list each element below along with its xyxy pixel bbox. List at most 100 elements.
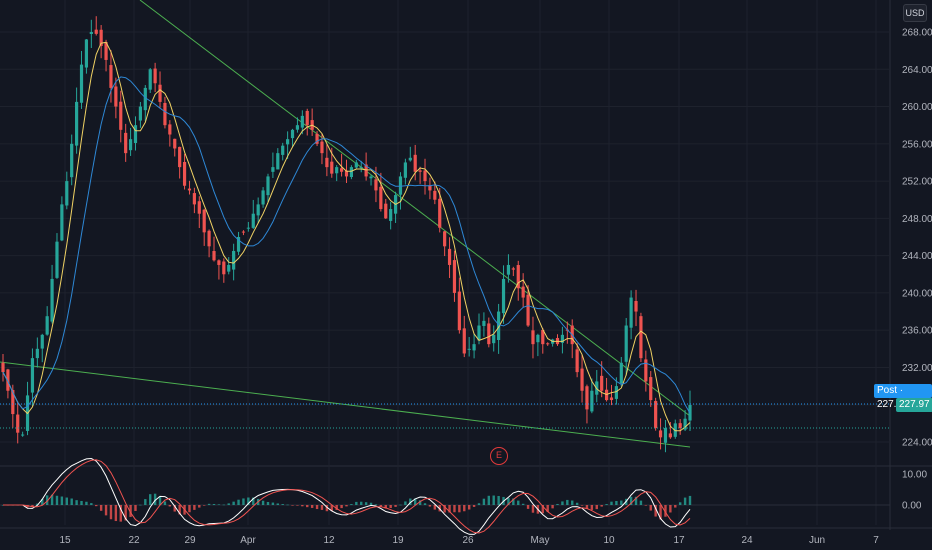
candle-body — [585, 386, 589, 410]
indicator-histogram-bar — [620, 500, 623, 505]
candle-body — [241, 231, 246, 233]
candle-body — [178, 146, 182, 168]
price-axis[interactable]: 268.00 264.00 260.00 256.00 252.00 248.00 244.… — [902, 28, 932, 512]
candle-body — [197, 201, 201, 214]
indicator-histogram-bar — [296, 505, 299, 506]
indicator-histogram-bar — [301, 505, 304, 507]
candle-body — [320, 141, 324, 154]
time-axis[interactable]: 15 22 29 Apr 12 19 26 May 10 17 24 Jun 7 — [59, 535, 879, 546]
candle-body — [482, 320, 486, 326]
indicator-histogram-bar — [634, 496, 638, 505]
candle-body — [227, 264, 231, 272]
indicator-histogram-bar — [600, 505, 603, 507]
candle-body — [447, 248, 452, 265]
indicator-histogram-bar — [193, 505, 196, 510]
indicator-histogram-bar — [487, 495, 491, 505]
candle-body — [423, 170, 427, 182]
indicator-histogram-bar — [659, 505, 662, 520]
indicator-histogram-bar — [556, 503, 559, 505]
candle-body — [232, 250, 236, 270]
candle-body — [192, 193, 196, 205]
indicator-histogram-bar — [266, 501, 270, 505]
indicator-histogram-bar — [590, 505, 594, 510]
indicator-histogram-bar — [512, 498, 515, 505]
candle-body — [501, 278, 506, 314]
indicator-histogram-bar — [306, 505, 309, 508]
indicator-histogram-bar — [261, 500, 265, 505]
indicator-histogram-bar — [315, 505, 319, 510]
candle-body — [663, 428, 668, 443]
indicator-histogram-bar — [497, 495, 500, 505]
candle-body — [94, 29, 98, 34]
candle-body — [222, 261, 226, 275]
y-tick-label: 268.00 — [902, 28, 932, 39]
indicator-histogram-bar — [232, 501, 235, 505]
indicator-histogram-bar — [340, 505, 343, 509]
candle-body — [413, 154, 417, 172]
candle-body — [173, 138, 177, 149]
candle-body — [428, 185, 432, 191]
indicator-histogram-bar — [409, 498, 412, 505]
post-label-text: Post — [877, 385, 898, 396]
candle-body — [163, 102, 167, 126]
candle-body — [403, 162, 407, 178]
candle-body — [668, 433, 672, 438]
candle-body — [339, 168, 344, 172]
indicator-histogram-bar — [669, 505, 672, 513]
indicator-histogram-bar — [644, 505, 648, 506]
candle-body — [271, 167, 275, 172]
candle-body — [600, 375, 604, 391]
earnings-marker[interactable]: E — [490, 447, 508, 465]
candle-body — [261, 190, 265, 205]
candle-body — [624, 325, 628, 362]
indicator-histogram-bar — [414, 498, 417, 505]
indicator-histogram-bar — [129, 505, 132, 517]
candle-body — [148, 69, 152, 90]
indicator-histogram-bar — [222, 504, 226, 506]
indicator-histogram-bar — [678, 502, 682, 505]
indicator-histogram-bar — [688, 495, 692, 505]
indicator-histogram-bar — [467, 505, 471, 510]
indicator-histogram-bar — [202, 505, 206, 506]
indicator-histogram-bar — [369, 502, 373, 505]
indicator-histogram-bar — [546, 505, 549, 512]
indicator-histogram-bar — [291, 505, 294, 506]
indicator-histogram-bar — [360, 501, 363, 505]
indicator-histogram-bar — [575, 502, 579, 505]
candle-body — [286, 139, 290, 145]
indicator-histogram-bar — [580, 505, 584, 506]
candle-body — [609, 397, 614, 401]
x-tick-label: 29 — [184, 535, 196, 546]
indicator-histogram-bar — [605, 504, 608, 505]
indicator-histogram-bar — [70, 498, 73, 505]
indicator-histogram-bar — [561, 501, 564, 505]
candle-body — [629, 297, 633, 328]
candle-body — [492, 334, 496, 344]
indicator-histogram-bar — [477, 503, 481, 505]
candle-body — [683, 418, 687, 430]
y-tick-label: 244.00 — [902, 251, 932, 262]
candle-body — [438, 198, 442, 228]
indicator-histogram-bar — [173, 505, 176, 512]
candle-body — [634, 301, 638, 312]
candle-body — [70, 143, 74, 178]
indicator-histogram-bar — [188, 505, 191, 513]
candle-body — [290, 129, 295, 139]
currency-badge[interactable]: USD — [903, 4, 927, 22]
candle-body — [246, 227, 250, 229]
indicator-histogram-bar — [531, 505, 535, 513]
candle-body — [654, 401, 658, 429]
candle-body — [335, 167, 339, 174]
candle-body — [678, 423, 682, 429]
candle-body — [364, 164, 368, 177]
candle-body — [546, 343, 550, 345]
indicator-histogram-bar — [95, 505, 98, 507]
x-tick-label: 10 — [603, 535, 615, 546]
indicator-histogram-bar — [286, 504, 289, 506]
y-tick-label: 224.00 — [902, 438, 932, 449]
indicator-histogram-bar — [104, 505, 108, 516]
candle-body — [516, 265, 520, 289]
indicator-histogram-bar — [99, 505, 103, 511]
indicator-histogram-bar — [374, 504, 378, 505]
